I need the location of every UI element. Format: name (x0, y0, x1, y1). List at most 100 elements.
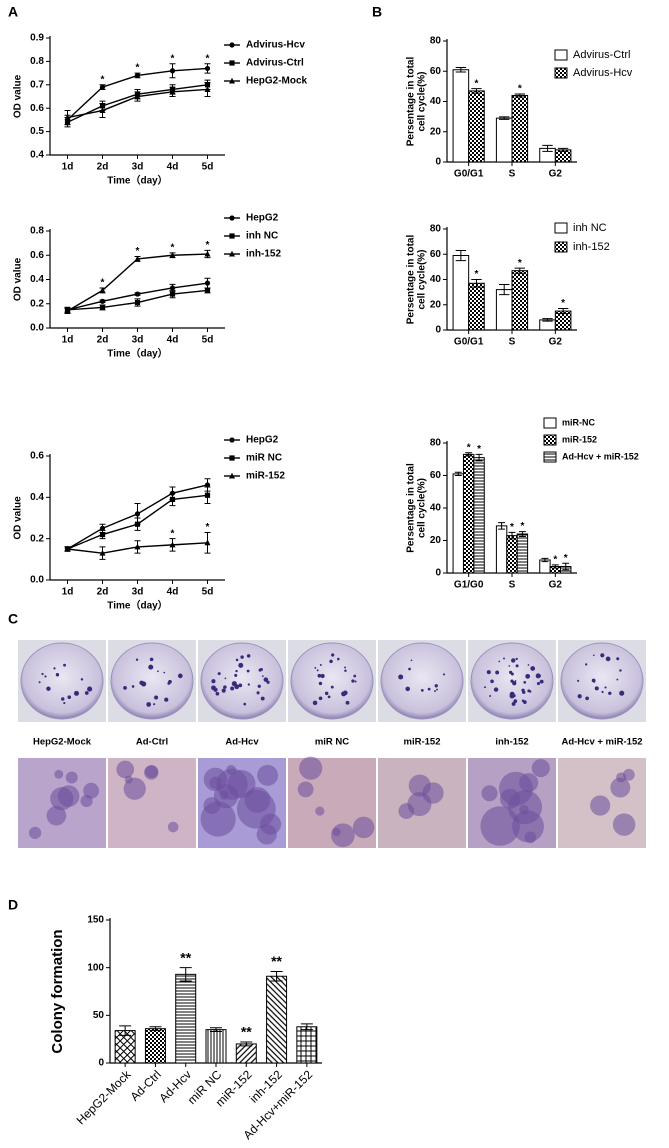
marker (134, 511, 141, 517)
bar (235, 1043, 257, 1064)
colony (398, 674, 404, 680)
marker (204, 539, 211, 546)
bar (473, 457, 485, 574)
error-bar (499, 284, 510, 296)
marker (229, 250, 235, 257)
error-bar (518, 531, 526, 537)
colony (495, 670, 500, 675)
error-bar (149, 1026, 162, 1032)
colony (442, 673, 446, 676)
colony (593, 654, 595, 657)
colony (168, 679, 172, 684)
error-bar (471, 88, 482, 94)
colony (601, 690, 604, 694)
colony (410, 659, 413, 662)
colony (314, 667, 317, 669)
y-tick-label: 0 (435, 157, 441, 168)
marker (229, 77, 235, 84)
colony (327, 695, 331, 699)
marker (64, 114, 71, 121)
marker (99, 298, 106, 304)
bar (175, 973, 197, 1064)
y-tick-label: 0.8 (30, 56, 44, 67)
colony (63, 701, 66, 705)
colony (536, 681, 541, 686)
marker (99, 525, 106, 531)
error-bar (514, 267, 525, 274)
colony (316, 669, 319, 672)
colony (577, 679, 580, 682)
cell-cluster (481, 785, 498, 802)
error-bar (455, 66, 467, 73)
bar (144, 1028, 166, 1064)
colony (243, 702, 247, 706)
colony (345, 700, 350, 705)
cell-cluster (499, 788, 521, 809)
y-tick-label: 0 (98, 1058, 104, 1069)
colony (164, 697, 169, 702)
y-tick-label: 0.7 (30, 79, 44, 90)
colony (123, 685, 127, 690)
colony (344, 669, 347, 673)
colony (324, 691, 329, 696)
colony (354, 680, 357, 683)
x-tick-label: 5d (202, 162, 214, 173)
colony (330, 685, 334, 689)
cell-cluster (610, 777, 631, 798)
bar (495, 525, 508, 574)
dish (110, 642, 194, 720)
error-bar (498, 522, 506, 530)
colony (67, 695, 72, 700)
legend-label: miR-152 (246, 471, 285, 482)
x-tick-label: 2d (97, 335, 109, 346)
colony (231, 681, 237, 687)
y-tick-label: 0.5 (30, 126, 44, 137)
colony (420, 689, 424, 692)
colony (527, 664, 530, 666)
colony (63, 663, 66, 667)
cell-cluster (408, 774, 431, 797)
colony (489, 695, 492, 697)
colony (337, 657, 340, 661)
colony (600, 653, 605, 658)
panel-label: B (372, 4, 382, 20)
colony (535, 673, 541, 679)
legend-swatch (543, 451, 557, 463)
colony (512, 681, 517, 686)
marker (134, 72, 141, 79)
significance-label: * (136, 246, 140, 257)
dish (560, 642, 644, 720)
colony (514, 680, 517, 682)
y-tick-label: 80 (430, 224, 442, 235)
colony (341, 691, 347, 697)
cell-cluster (209, 776, 222, 789)
colony (427, 687, 431, 691)
x-tick-label: G2 (549, 169, 563, 180)
error-bar (119, 1025, 132, 1036)
cell-cluster (116, 760, 135, 779)
x-tick-label: 5d (202, 335, 214, 346)
significance-label: * (206, 240, 210, 251)
marker (169, 291, 176, 297)
y-tick-label: 60 (430, 66, 442, 77)
colony (224, 677, 227, 680)
colony (80, 678, 84, 681)
colony (149, 657, 154, 662)
colony (319, 663, 322, 666)
colony (530, 666, 536, 671)
y-tick-label: 80 (430, 438, 442, 449)
cell-cluster (315, 806, 325, 816)
colony (154, 695, 159, 700)
y-tick-label: 0.0 (30, 323, 44, 334)
bar (516, 533, 529, 574)
colony (235, 658, 239, 662)
y-tick-label: 0.4 (30, 274, 44, 285)
error-bar (240, 1041, 253, 1047)
colony (84, 691, 89, 695)
error-bar (542, 144, 553, 152)
bar (452, 255, 470, 331)
y-axis-label: Persentage in total (406, 57, 417, 147)
legend-label: HepG2-Mock (246, 76, 308, 87)
colony (594, 686, 599, 691)
